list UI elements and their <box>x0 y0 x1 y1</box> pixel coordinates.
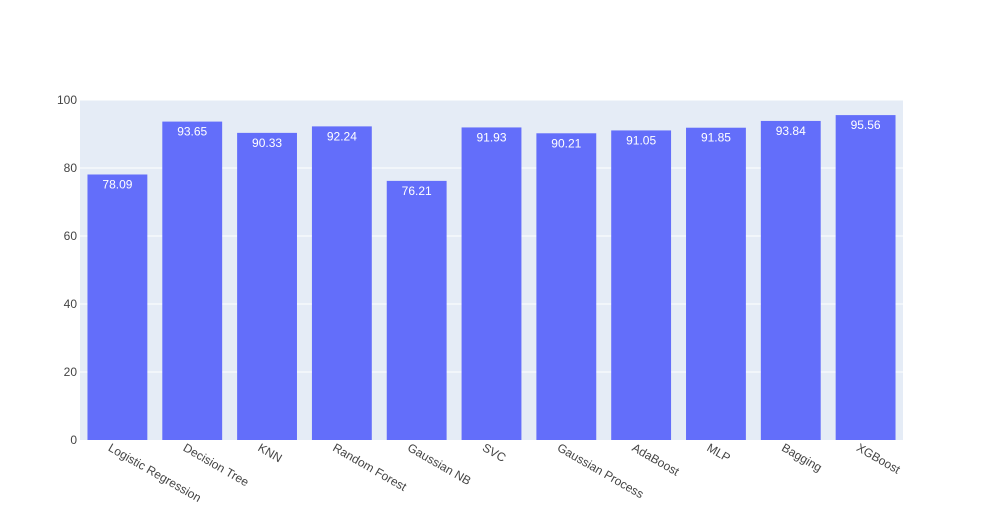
x-tick-label: Decision Tree <box>181 440 252 489</box>
bar[interactable] <box>311 126 372 440</box>
bar[interactable] <box>536 133 597 440</box>
y-tick-label: 20 <box>64 365 78 379</box>
bar[interactable] <box>835 115 896 440</box>
bar-value-label: 95.56 <box>851 118 881 132</box>
bar[interactable] <box>237 132 297 441</box>
x-tick-label: Bagging <box>779 440 824 474</box>
bar[interactable] <box>686 127 746 441</box>
y-axis-tick-labels: 0 20 40 60 80 100 <box>57 93 77 447</box>
y-tick-label: 80 <box>64 161 78 175</box>
y-tick-label: 40 <box>64 297 78 311</box>
x-tick-label: KNN <box>256 440 285 465</box>
bar-value-labels: 78.09 93.65 90.33 92.24 76.21 91.93 90.21 91.05… <box>102 118 881 198</box>
x-tick-label: Random Forest <box>330 440 409 494</box>
bar-value-label: 91.93 <box>476 130 506 144</box>
x-tick-label: MLP <box>704 440 732 464</box>
bar-value-label: 91.85 <box>701 131 731 145</box>
bar-value-label: 91.05 <box>626 133 656 147</box>
x-tick-label: SVC <box>480 440 509 465</box>
bar-value-label: 93.84 <box>776 124 806 138</box>
y-tick-label: 60 <box>64 229 78 243</box>
bar[interactable] <box>87 174 148 440</box>
bar-value-label: 93.65 <box>177 125 207 139</box>
y-tick-label: 0 <box>70 433 77 447</box>
bar-value-label: 76.21 <box>402 184 432 198</box>
bar-value-label: 90.33 <box>252 136 282 150</box>
x-tick-label: AdaBoost <box>630 440 683 478</box>
bar[interactable] <box>760 120 821 440</box>
bar[interactable] <box>162 121 223 440</box>
x-tick-label: Gaussian NB <box>405 440 473 487</box>
bars <box>87 115 896 441</box>
bar[interactable] <box>386 180 447 441</box>
y-tick-label: 100 <box>57 93 77 107</box>
bar-value-label: 92.24 <box>327 129 357 143</box>
bar-value-label: 90.21 <box>551 136 581 150</box>
x-tick-label: XGBoost <box>854 440 903 476</box>
bar-value-label: 78.09 <box>102 177 132 191</box>
bar[interactable] <box>611 130 672 440</box>
bar[interactable] <box>461 127 522 441</box>
